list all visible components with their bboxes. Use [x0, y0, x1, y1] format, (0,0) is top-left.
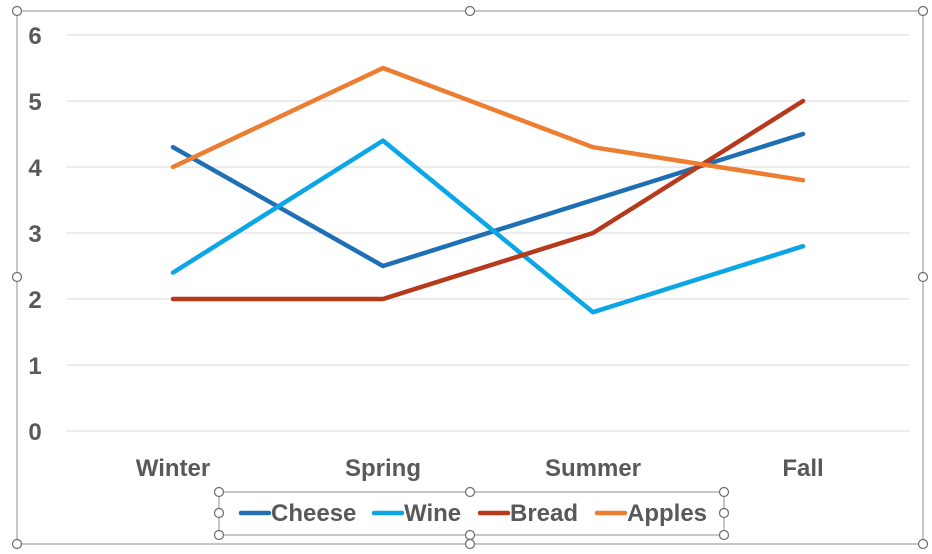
- legend-label: Cheese: [271, 500, 356, 527]
- selection-handles: [11, 5, 929, 550]
- legend-resize-handle[interactable]: [718, 486, 730, 498]
- y-tick-label: 2: [28, 287, 41, 314]
- chart-resize-handle[interactable]: [917, 271, 929, 283]
- y-tick-label: 3: [28, 221, 41, 248]
- legend-label: Bread: [510, 500, 578, 527]
- x-tick-label: Fall: [782, 455, 823, 482]
- chart-resize-handle[interactable]: [464, 5, 476, 17]
- series-line-apples[interactable]: [170, 65, 806, 183]
- y-tick-label: 0: [28, 419, 41, 446]
- chart-resize-handle[interactable]: [917, 5, 929, 17]
- series-line-bread[interactable]: [170, 98, 806, 302]
- y-tick-label: 4: [28, 155, 42, 182]
- chart-resize-handle[interactable]: [917, 538, 929, 550]
- legend-item-cheese[interactable]: Cheese: [238, 500, 356, 527]
- legend-item-apples[interactable]: Apples: [594, 500, 707, 527]
- legend-resize-handle[interactable]: [213, 486, 225, 498]
- legend[interactable]: Cheese Wine Bread Apples: [238, 500, 707, 527]
- x-axis-tick-labels: Winter Spring Summer Fall: [136, 455, 824, 482]
- series-line-cheese[interactable]: [170, 131, 806, 269]
- x-tick-label: Winter: [136, 455, 210, 482]
- y-tick-label: 6: [28, 23, 41, 50]
- y-tick-label: 1: [28, 353, 41, 380]
- legend-resize-handle[interactable]: [213, 529, 225, 541]
- legend-item-wine[interactable]: Wine: [371, 500, 461, 527]
- series-lines: [170, 65, 806, 315]
- x-tick-label: Summer: [545, 455, 641, 482]
- legend-label: Apples: [627, 500, 707, 527]
- x-tick-label: Spring: [345, 455, 421, 482]
- chart-resize-handle[interactable]: [11, 538, 23, 550]
- series-line-wine[interactable]: [170, 138, 806, 315]
- chart-resize-handle[interactable]: [11, 5, 23, 17]
- chart-resize-handle[interactable]: [464, 538, 476, 550]
- y-tick-label: 5: [28, 89, 41, 116]
- legend-resize-handle[interactable]: [213, 507, 225, 519]
- legend-resize-handle[interactable]: [718, 529, 730, 541]
- legend-resize-handle[interactable]: [464, 486, 476, 498]
- legend-resize-handle[interactable]: [464, 529, 476, 541]
- legend-item-bread[interactable]: Bread: [477, 500, 578, 527]
- y-axis-tick-labels: 0 1 2 3 4 5 6: [28, 23, 42, 446]
- legend-resize-handle[interactable]: [718, 507, 730, 519]
- chart-resize-handle[interactable]: [11, 271, 23, 283]
- legend-label: Wine: [404, 500, 461, 527]
